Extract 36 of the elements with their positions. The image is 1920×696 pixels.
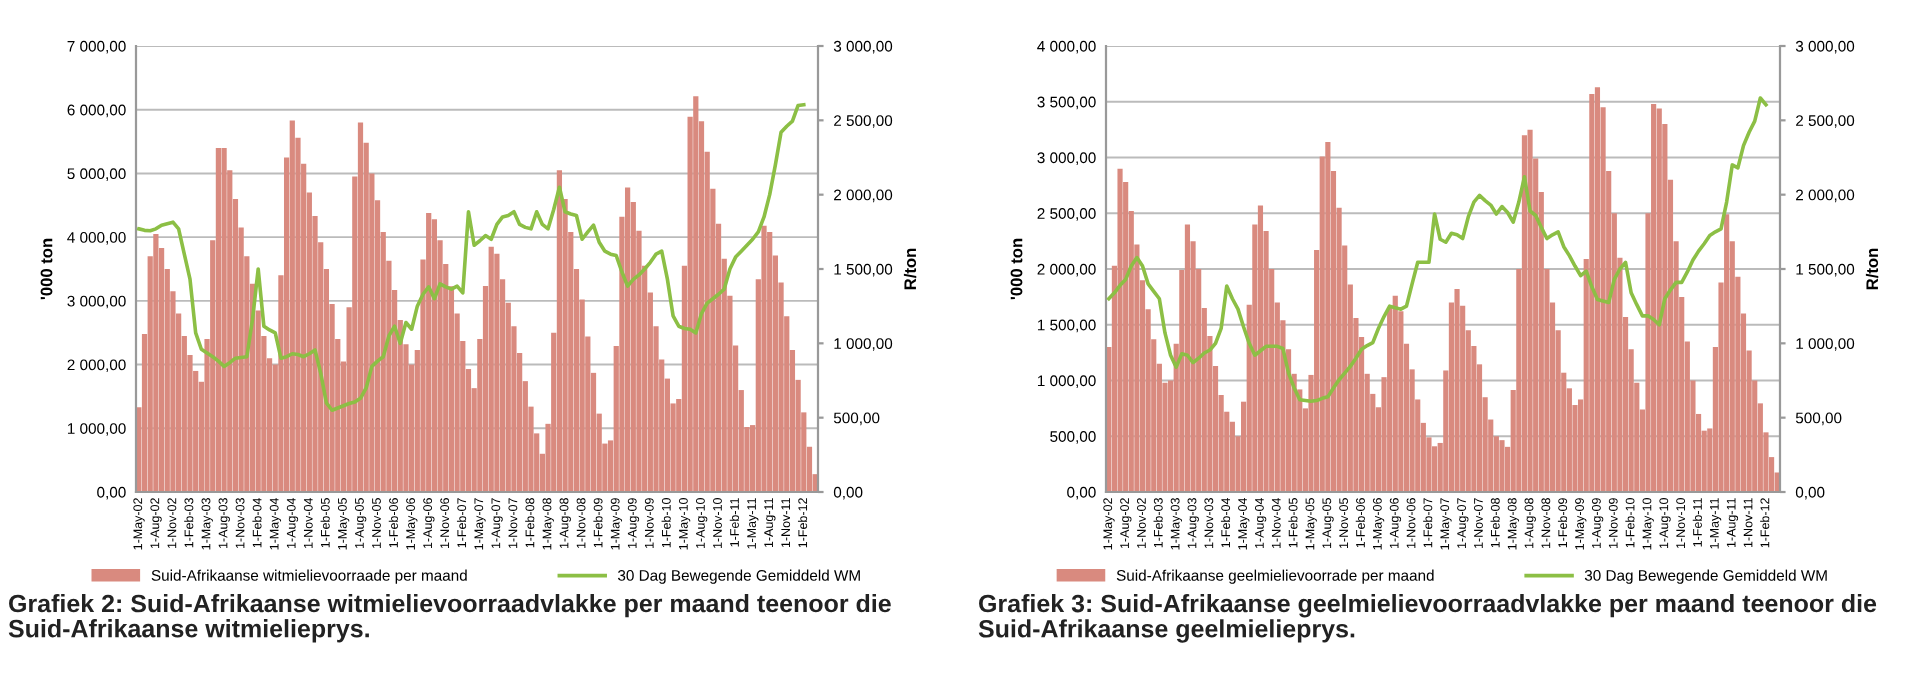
bar — [1325, 141, 1331, 492]
bar — [1184, 224, 1191, 492]
line-series — [1107, 96, 1768, 404]
bar — [426, 212, 432, 492]
text: Grafiek 2: Suid-Afrikaanse witmielievoorraadvlakke per maand teenoor die Suid-Afrikaanse witmielieprys. — [8, 594, 891, 643]
bar — [488, 246, 494, 492]
bar — [556, 170, 563, 492]
bar — [624, 187, 631, 492]
y-axis-title: '000 ton — [1010, 238, 1023, 300]
y2-axis-title: R/ton — [1865, 248, 1879, 290]
bar — [1656, 108, 1662, 492]
bar — [761, 225, 767, 492]
bar — [1527, 129, 1533, 492]
bar — [215, 147, 222, 492]
line-series — [137, 102, 806, 413]
bar — [289, 120, 295, 492]
bar — [431, 219, 437, 492]
bar — [1499, 440, 1505, 492]
y-axis-title: '000 ton — [40, 238, 53, 300]
bar — [153, 233, 159, 492]
text: Grafiek 3: Suid-Afrikaanse geelmielievoorraadvlakke per maand teenoor die Suid-Afrikaanse geelmielieprys. — [978, 594, 1877, 643]
bar — [494, 253, 500, 492]
bar — [693, 96, 699, 492]
bar — [1589, 93, 1595, 492]
bar — [357, 122, 364, 492]
bar — [1117, 168, 1123, 492]
bar — [1521, 135, 1528, 492]
bar — [1724, 214, 1730, 492]
bar — [1257, 205, 1264, 492]
bar — [1392, 295, 1398, 492]
bar — [221, 147, 227, 492]
bar — [767, 232, 773, 492]
y2-axis-title: R/ton — [903, 248, 917, 290]
bar — [1454, 289, 1460, 492]
bar — [1594, 87, 1601, 492]
bar — [1651, 103, 1657, 492]
